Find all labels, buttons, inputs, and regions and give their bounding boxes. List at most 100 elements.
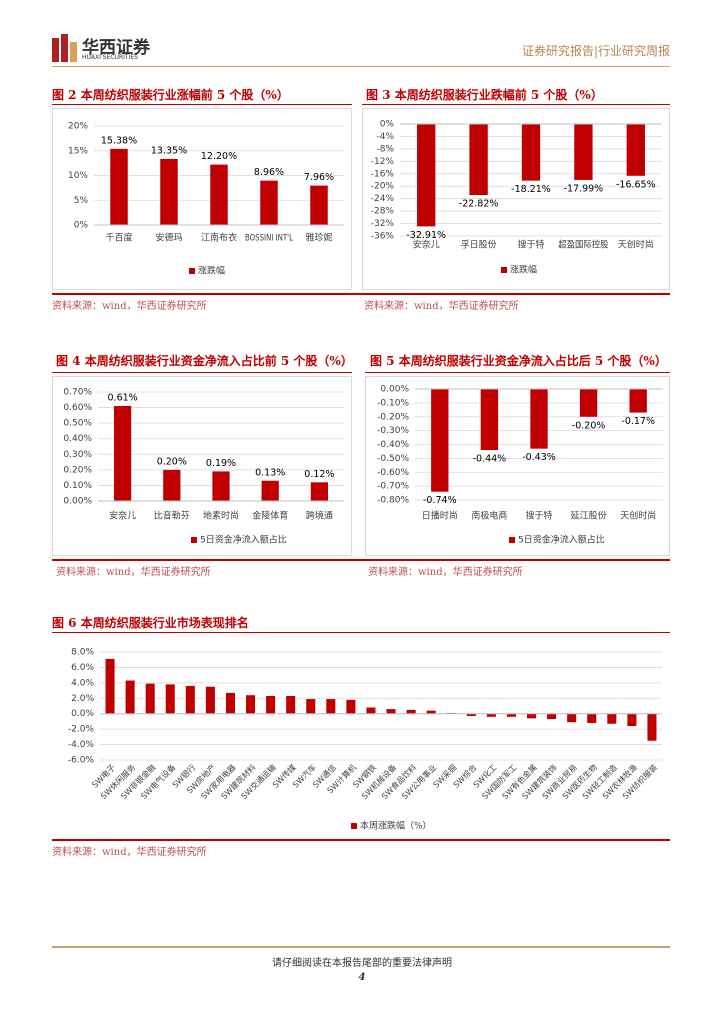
bar	[521, 124, 541, 181]
bar	[306, 699, 316, 714]
y-tick-label: 10%	[68, 171, 88, 181]
y-tick-label: 0.00%	[380, 385, 409, 395]
bar	[163, 469, 181, 501]
y-tick-label: 8.0%	[71, 648, 94, 658]
y-tick-label: -20%	[371, 182, 395, 192]
y-tick-label: -24%	[371, 194, 395, 204]
legend-swatch	[501, 267, 507, 273]
x-tick-label: 天创时尚	[618, 239, 654, 251]
value-label: 0.61%	[108, 393, 138, 404]
y-tick-label: -36%	[371, 232, 395, 242]
bar	[426, 710, 436, 714]
rule	[52, 632, 670, 633]
x-tick-label: 千百度	[105, 232, 132, 244]
source: 资料来源：wind，华西证券研究所	[52, 847, 207, 858]
x-tick-label: 超盈国际控股	[558, 239, 608, 251]
bar	[567, 713, 577, 723]
bar	[266, 695, 276, 714]
x-tick-label: 安奈儿	[413, 239, 440, 251]
y-tick-label: -0.80%	[377, 496, 409, 506]
legend-label: 5日资金净流入额占比	[518, 534, 605, 546]
value-label: -18.21%	[511, 184, 551, 195]
figure-title: 图 4 本周纺织服装行业资金净流入占比前 5 个股（%）	[56, 354, 353, 368]
y-tick-label: -4%	[376, 132, 394, 142]
y-tick-label: 0%	[74, 221, 89, 231]
x-tick-label: 孚日股份	[461, 239, 497, 251]
bar	[246, 695, 256, 714]
chart-border	[52, 108, 352, 290]
figure-title: 图 6 本周纺织服装行业市场表现排名	[52, 616, 249, 630]
bar	[386, 709, 396, 714]
x-tick-label: 跨境通	[306, 510, 333, 522]
y-tick-label: -8%	[376, 144, 394, 154]
x-tick-label: 天创时尚	[620, 510, 656, 522]
rule	[52, 559, 670, 561]
bar	[406, 709, 416, 714]
legend-label: 5日资金净流入额占比	[200, 534, 287, 546]
y-tick-label: -4.0%	[68, 740, 95, 750]
y-tick-label: 0.40%	[63, 434, 92, 444]
bar	[205, 686, 215, 714]
bar	[160, 158, 178, 225]
value-label: 0.13%	[255, 467, 285, 478]
value-label: -0.43%	[522, 452, 556, 463]
value-label: 13.35%	[151, 145, 187, 156]
y-tick-label: -2.0%	[68, 725, 95, 735]
header-rule	[52, 66, 670, 67]
bar	[506, 713, 516, 717]
bar	[431, 389, 449, 492]
bar	[607, 713, 617, 724]
x-tick-label: BOSSINI INT'L	[245, 234, 293, 244]
bar	[486, 713, 496, 717]
y-tick-label: -0.40%	[377, 440, 409, 450]
value-label: -32.91%	[406, 230, 446, 241]
y-tick-label: 0.30%	[63, 450, 92, 460]
bar	[480, 389, 499, 451]
bar	[629, 389, 647, 413]
bar	[145, 683, 155, 714]
y-tick-label: -6.0%	[68, 756, 95, 766]
legend-swatch	[191, 537, 197, 543]
value-label: -17.99%	[564, 183, 604, 194]
y-tick-label: 15%	[68, 146, 88, 156]
report-type: 证券研究报告|行业研究周报	[521, 44, 670, 58]
x-tick-label: 比音勒芬	[154, 510, 190, 522]
bar	[113, 406, 132, 501]
legend-swatch	[509, 537, 515, 543]
bar	[574, 124, 593, 180]
chart: 0.00% -0.10% -0.20% -0.30% -0.40% -0.50% -0.60…	[365, 376, 670, 556]
value-label: 0.19%	[206, 458, 236, 469]
value-label: -0.20%	[572, 420, 606, 431]
y-tick-label: -0.70%	[377, 482, 409, 492]
y-tick-label: 5%	[74, 196, 89, 206]
bar	[212, 471, 230, 501]
y-tick-label: 0.10%	[63, 481, 92, 491]
source: 资料来源：wind，华西证券研究所	[56, 567, 211, 578]
bar	[466, 713, 476, 717]
value-label: -16.65%	[616, 179, 656, 190]
chart-border	[52, 376, 352, 556]
bar	[260, 180, 278, 225]
value-label: 15.38%	[101, 135, 137, 146]
y-tick-label: -12%	[371, 157, 395, 167]
rule	[52, 293, 670, 295]
figure-title: 图 3 本周纺织服装行业跌幅前 5 个股（%）	[366, 88, 603, 102]
figure-title: 图 2 本周纺织服装行业涨幅前 5 个股（%）	[52, 88, 289, 102]
y-tick-label: -0.10%	[377, 398, 409, 408]
legend-swatch	[351, 823, 357, 829]
chart: 0% -4% -8% -12% -16% -20% -24% -28% -32% -36% -32.…	[362, 108, 670, 290]
legend-label: 涨跌幅	[198, 265, 225, 277]
value-label: 0.20%	[157, 456, 187, 467]
rule	[362, 104, 670, 105]
y-tick-label: -0.50%	[377, 454, 409, 464]
logo-cn: 华西证券	[82, 38, 150, 58]
source: 资料来源：wind，华西证券研究所	[52, 301, 207, 312]
bar	[185, 685, 195, 714]
y-tick-label: 0.20%	[63, 465, 92, 475]
y-tick-label: -32%	[371, 219, 395, 229]
chart: 8.0%6.0%4.0%2.0%0.0%-2.0%-4.0%-6.0%SW电子S…	[68, 648, 662, 832]
bar	[326, 699, 336, 714]
value-label: 7.96%	[304, 172, 334, 183]
y-tick-label: 0.0%	[71, 709, 94, 719]
